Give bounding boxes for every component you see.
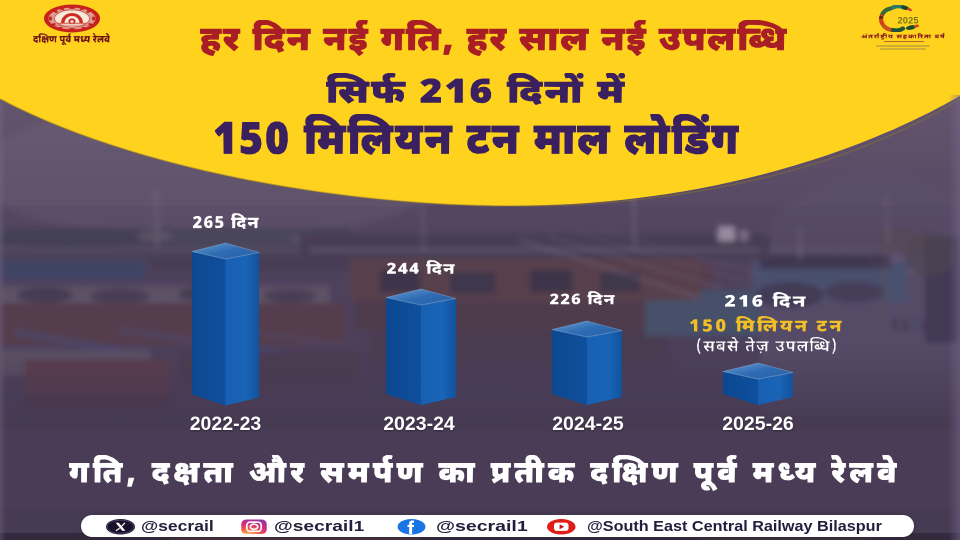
svg-text:2025: 2025 <box>898 15 919 25</box>
